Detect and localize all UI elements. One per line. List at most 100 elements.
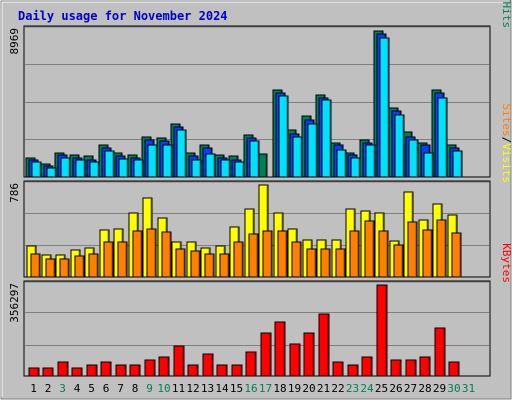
bar-pages-fill [234, 161, 245, 178]
bar-pages-fill [118, 158, 129, 178]
bar-kbytes-fill [390, 359, 402, 377]
bar-pages-day-21 [321, 99, 332, 178]
bar-pages-day-27 [408, 139, 419, 178]
day-label-7: 7 [117, 382, 124, 395]
panel-hits-files-pages-max-label: 8969 [8, 28, 21, 55]
bar-kbytes-day-17 [260, 332, 272, 377]
day-label-23: 23 [346, 382, 359, 395]
bar-kbytes-fill [318, 313, 330, 377]
bar-sites-fill [436, 219, 447, 278]
bar-sites-fill [393, 244, 404, 278]
bar-sites-fill [422, 229, 433, 278]
bar-sites-fill [364, 220, 375, 278]
bar-sites-day-7 [117, 241, 128, 278]
bar-pages-fill [278, 95, 289, 178]
day-label-4: 4 [74, 382, 81, 395]
bar-pages-day-29 [437, 97, 448, 178]
legend-separator: / [500, 137, 512, 144]
bar-pages-fill [452, 150, 463, 178]
day-label-30: 30 [447, 382, 460, 395]
legend-hits: Hits [500, 2, 512, 29]
bar-sites-fill [349, 230, 360, 278]
bar-sites-fill [451, 232, 462, 278]
bar-pages-day-8 [133, 159, 144, 178]
bar-kbytes-day-23 [347, 364, 359, 377]
bar-pages-day-28 [423, 152, 434, 178]
bar-kbytes-day-4 [71, 367, 83, 377]
day-label-5: 5 [88, 382, 95, 395]
bar-pages-day-23 [350, 157, 361, 178]
bar-pages-fill [365, 144, 376, 178]
bar-sites-day-27 [407, 221, 418, 278]
panel-kbytes-max-label: 356297 [8, 283, 21, 323]
legend-visits: Visits [500, 143, 512, 183]
bar-kbytes-fill [57, 361, 69, 377]
bar-sites-day-4 [74, 255, 85, 278]
bar-pages-day-4 [75, 159, 86, 178]
bar-pages-fill [321, 99, 332, 178]
day-label-1: 1 [30, 382, 37, 395]
bar-kbytes-day-11 [173, 345, 185, 377]
bar-kbytes-fill [216, 364, 228, 377]
bar-pages-day-11 [176, 129, 187, 178]
bar-sites-day-22 [335, 248, 346, 278]
bar-pages-fill [191, 159, 202, 178]
bar-sites-fill [320, 248, 331, 278]
bar-kbytes-fill [115, 364, 127, 377]
bar-kbytes-day-10 [158, 356, 170, 377]
panel-visits-sites-legend: Sites/Visits [500, 104, 512, 184]
bar-sites-fill [291, 241, 302, 278]
bar-pages-fill [133, 159, 144, 178]
bar-pages-fill [31, 161, 42, 178]
bar-pages-fill [437, 97, 448, 178]
chart-panels: 8969Pages/Files/Hits786Sites/Visits35629… [8, 0, 512, 377]
bar-pages-fill [379, 37, 390, 178]
chart-title: Daily usage for November 2024 [18, 9, 228, 23]
bar-pages-day-25 [379, 37, 390, 178]
bar-kbytes-day-12 [187, 364, 199, 377]
bar-kbytes-fill [303, 332, 315, 377]
bar-sites-day-21 [320, 248, 331, 278]
day-label-22: 22 [331, 382, 344, 395]
day-label-15: 15 [230, 382, 243, 395]
bar-pages-day-30 [452, 150, 463, 178]
bar-kbytes-fill [289, 343, 301, 377]
day-label-6: 6 [103, 382, 110, 395]
bar-kbytes-day-21 [318, 313, 330, 377]
bar-pages-fill [408, 139, 419, 178]
day-label-8: 8 [132, 382, 139, 395]
bar-pages-day-9 [147, 144, 158, 178]
bar-kbytes-fill [332, 361, 344, 377]
bar-sites-fill [74, 255, 85, 278]
bar-pages-day-22 [336, 149, 347, 178]
bar-sites-fill [45, 258, 56, 278]
bar-kbytes-day-24 [361, 356, 373, 377]
bar-sites-day-25 [378, 230, 389, 278]
bar-kbytes-fill [376, 284, 388, 377]
bar-pages-day-6 [104, 150, 115, 178]
bar-sites-fill [335, 248, 346, 278]
day-label-12: 12 [186, 382, 199, 395]
bar-pages-day-13 [205, 153, 216, 178]
bar-sites-day-14 [219, 253, 230, 278]
bar-kbytes-day-27 [405, 359, 417, 377]
bar-sites-day-20 [306, 248, 317, 278]
bar-sites-fill [59, 258, 70, 278]
bar-pages-day-1 [31, 161, 42, 178]
bar-sites-day-24 [364, 220, 375, 278]
bar-kbytes-fill [86, 364, 98, 377]
bar-pages-day-2 [46, 167, 57, 178]
day-label-27: 27 [404, 382, 417, 395]
bar-kbytes-day-29 [434, 327, 446, 377]
bar-kbytes-day-26 [390, 359, 402, 377]
bar-kbytes-day-6 [100, 361, 112, 377]
bar-pages-fill [336, 149, 347, 178]
bar-pages-day-24 [365, 144, 376, 178]
day-label-11: 11 [172, 382, 185, 395]
bar-sites-day-6 [103, 241, 114, 278]
bar-pages-fill [162, 144, 173, 178]
day-label-28: 28 [418, 382, 431, 395]
bar-kbytes-fill [28, 367, 40, 377]
bar-kbytes-day-7 [115, 364, 127, 377]
bar-kbytes-fill [405, 359, 417, 377]
